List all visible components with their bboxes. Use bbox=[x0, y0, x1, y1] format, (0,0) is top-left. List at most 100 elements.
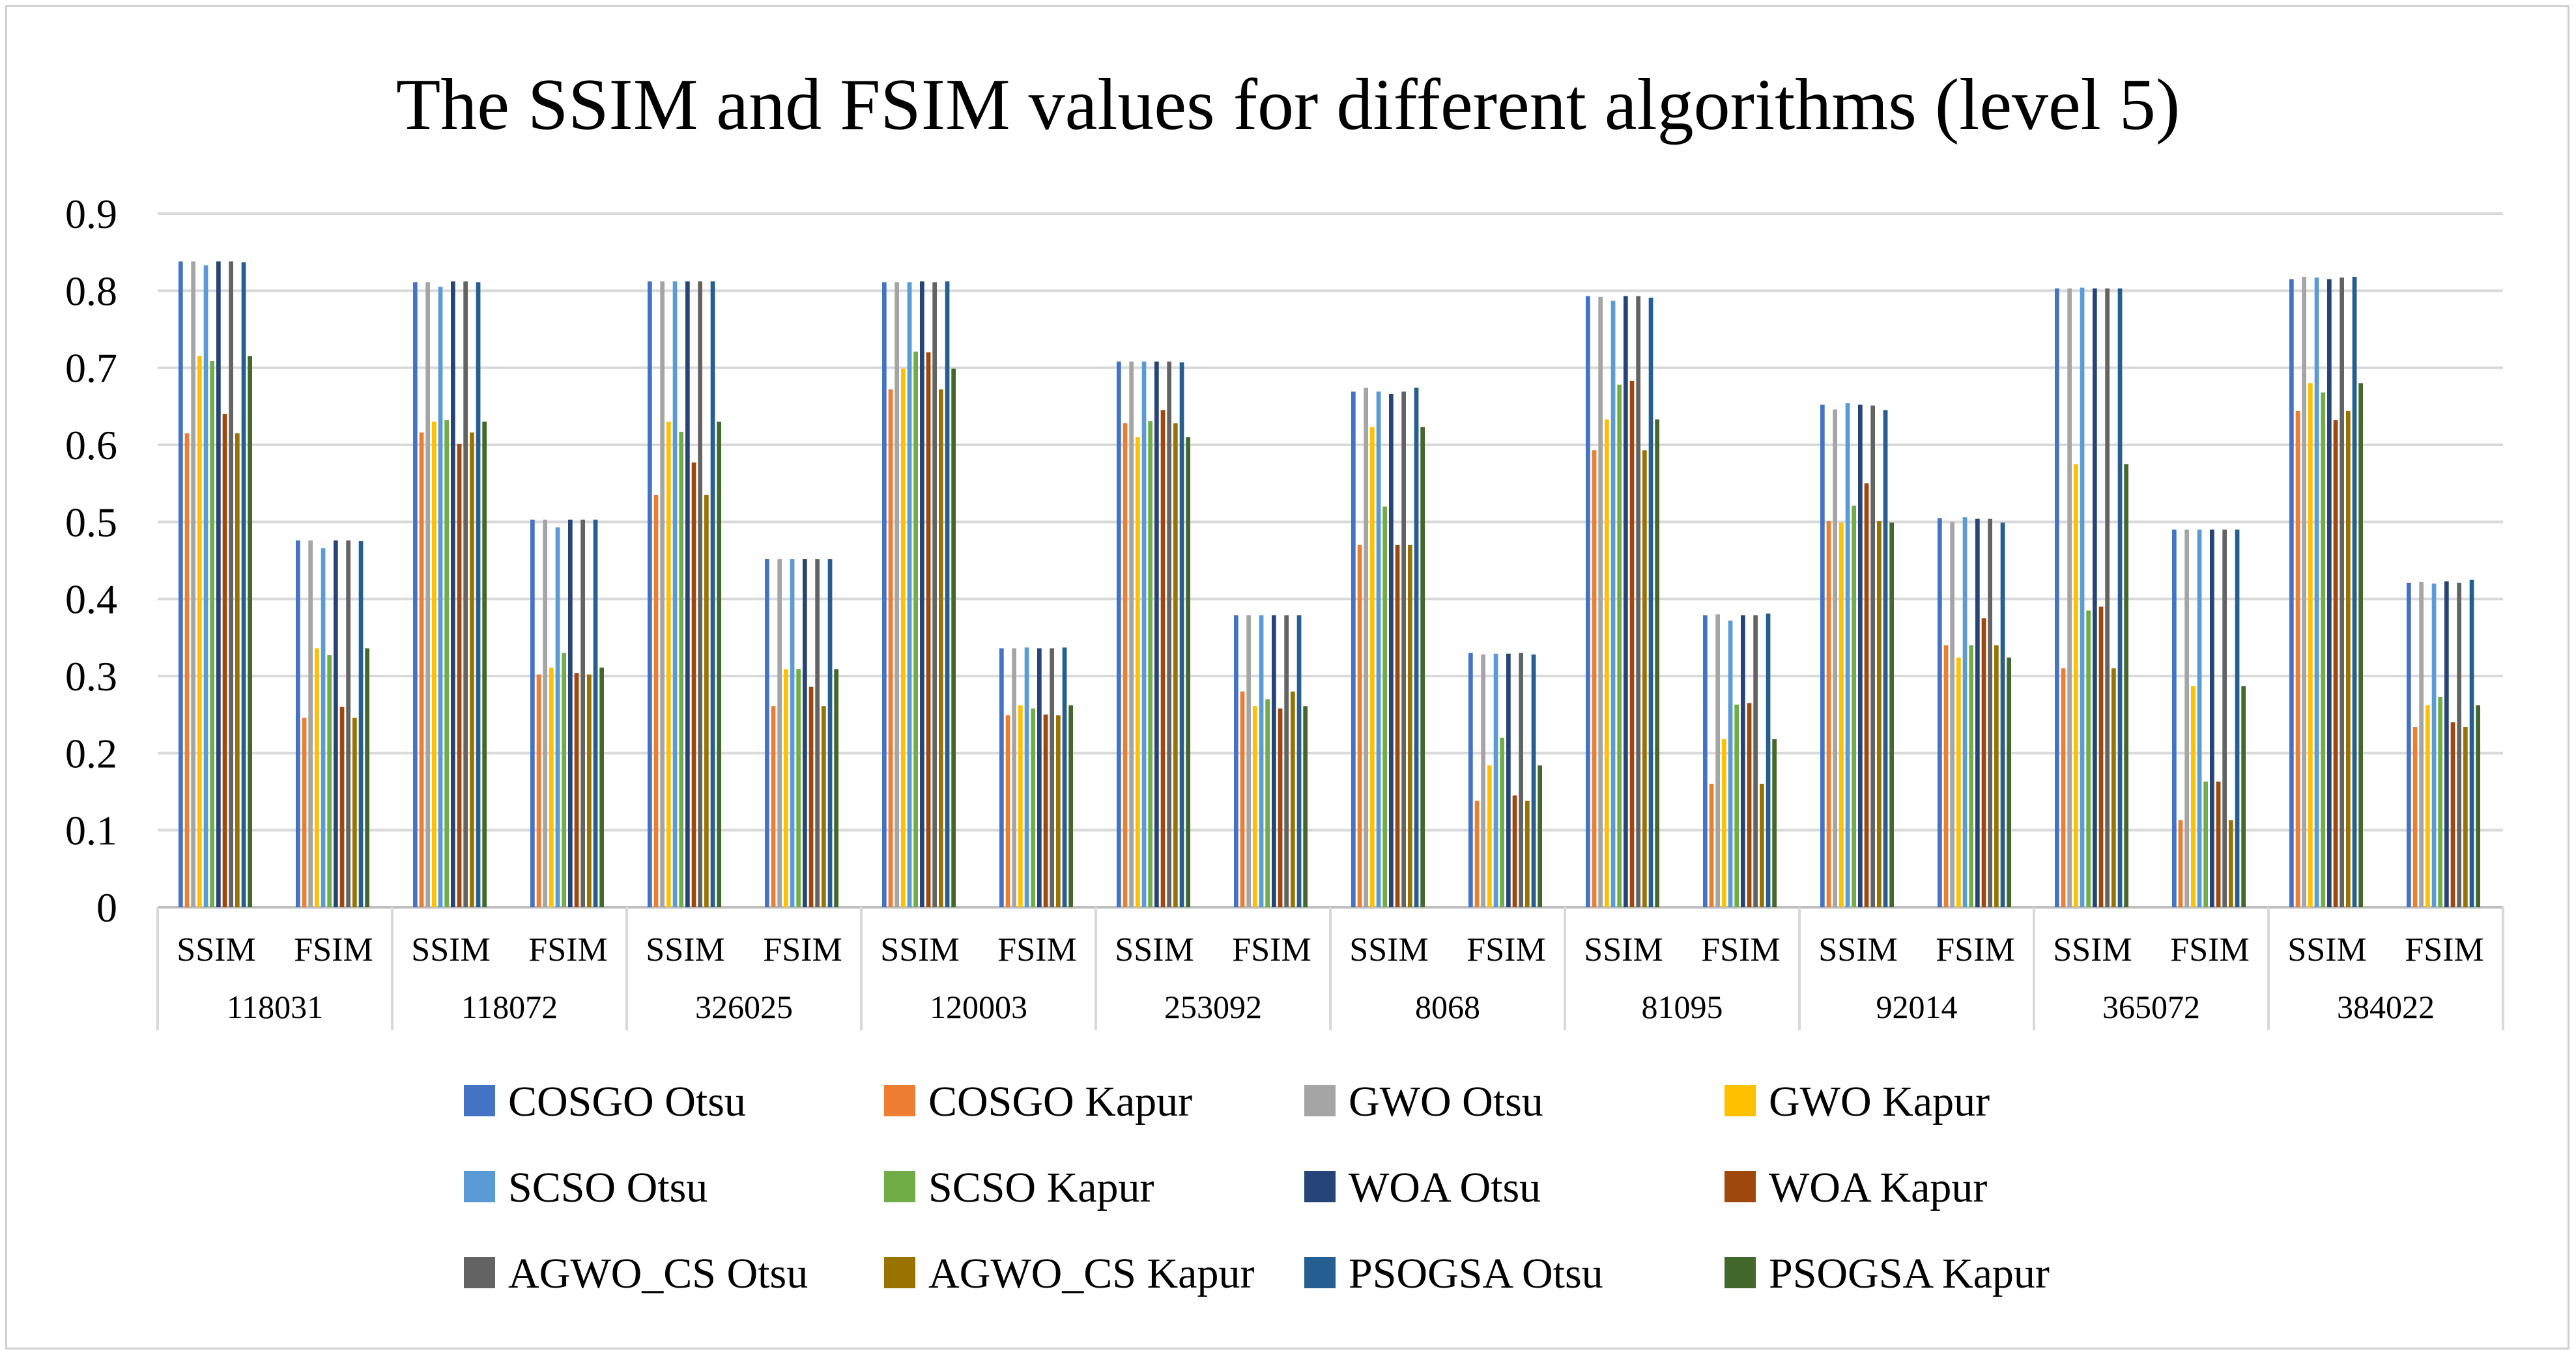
bar bbox=[210, 361, 214, 907]
bar bbox=[2105, 288, 2110, 907]
bar bbox=[1246, 615, 1251, 907]
bar bbox=[1889, 522, 1894, 907]
bar bbox=[2457, 582, 2461, 907]
bar bbox=[2098, 606, 2104, 907]
y-tick-label: 0.3 bbox=[65, 653, 117, 699]
bar bbox=[1852, 505, 1856, 907]
bar bbox=[339, 707, 345, 907]
bar bbox=[1357, 544, 1362, 907]
legend-swatch bbox=[464, 1085, 495, 1116]
bar bbox=[951, 368, 956, 907]
bar bbox=[419, 432, 424, 907]
bar bbox=[1474, 800, 1480, 907]
bar bbox=[470, 432, 474, 907]
legend-swatch bbox=[1724, 1085, 1756, 1116]
x-group-label: 118072 bbox=[461, 989, 558, 1025]
bar bbox=[593, 519, 598, 907]
x-tick-label: SSIM bbox=[1349, 931, 1428, 968]
bar bbox=[1598, 296, 1603, 907]
bar bbox=[1123, 423, 1128, 907]
bar bbox=[1766, 614, 1771, 907]
legend-label: WOA Kapur bbox=[1769, 1164, 1987, 1211]
bar bbox=[1493, 653, 1498, 907]
bar bbox=[1969, 645, 1973, 907]
bar bbox=[1148, 421, 1152, 907]
legend-item: COSGO Otsu bbox=[464, 1078, 746, 1125]
bar bbox=[530, 519, 535, 907]
bar bbox=[2197, 530, 2202, 907]
bar bbox=[2229, 820, 2233, 907]
bar bbox=[827, 559, 833, 907]
bar bbox=[1826, 521, 1831, 907]
bar bbox=[1024, 647, 1029, 907]
bar bbox=[1068, 705, 1073, 907]
bar bbox=[2419, 582, 2424, 907]
legend-label: GWO Otsu bbox=[1349, 1078, 1543, 1125]
bar bbox=[2184, 530, 2189, 907]
legend-item: AGWO_CS Kapur bbox=[884, 1250, 1254, 1297]
bar bbox=[1722, 739, 1726, 907]
x-group-label: 92014 bbox=[1876, 989, 1958, 1025]
bar bbox=[1950, 522, 1954, 907]
bar bbox=[2444, 581, 2449, 907]
bar bbox=[1624, 296, 1628, 908]
legend-swatch bbox=[884, 1257, 915, 1288]
legend-swatch bbox=[1724, 1257, 1756, 1288]
bar bbox=[216, 261, 221, 907]
bar bbox=[2438, 697, 2442, 907]
bar bbox=[2000, 522, 2005, 907]
bar bbox=[1382, 506, 1387, 907]
bar bbox=[894, 282, 899, 907]
x-group-label: 253092 bbox=[1164, 989, 1262, 1025]
bar bbox=[1994, 645, 1999, 907]
bar bbox=[932, 282, 937, 907]
bar bbox=[907, 282, 912, 907]
x-axis: SSIM FSIM SSIM FSIM SSIM FSIM SSIM FSIM SSIM FSIM… bbox=[156, 907, 2504, 1030]
bar bbox=[1173, 423, 1178, 907]
y-tick-label: 0.7 bbox=[65, 345, 117, 391]
legend-item: PSOGSA Kapur bbox=[1724, 1250, 2050, 1297]
bar bbox=[710, 281, 715, 908]
bar bbox=[2222, 530, 2227, 907]
x-tick-label: SSIM bbox=[880, 931, 959, 968]
bar bbox=[2308, 383, 2313, 907]
legend-label: SCSO Kapur bbox=[928, 1164, 1154, 1211]
bar bbox=[1259, 615, 1264, 907]
bar bbox=[926, 352, 931, 907]
bar bbox=[913, 351, 918, 907]
bar bbox=[191, 261, 195, 907]
bar bbox=[1056, 715, 1061, 907]
bar bbox=[1272, 615, 1276, 907]
bar bbox=[1519, 653, 1523, 907]
bar bbox=[1376, 391, 1381, 907]
bar bbox=[2061, 668, 2066, 907]
bar bbox=[1154, 361, 1159, 907]
bar bbox=[1629, 380, 1635, 907]
bar bbox=[1741, 615, 1745, 907]
bar bbox=[1186, 437, 1190, 907]
x-group-label: 118031 bbox=[227, 989, 323, 1025]
x-tick-label: FSIM bbox=[997, 931, 1076, 968]
bar bbox=[1500, 737, 1504, 907]
bar bbox=[1642, 450, 1647, 907]
bar bbox=[2407, 582, 2411, 907]
legend-label: GWO Kapur bbox=[1769, 1078, 1990, 1125]
bar bbox=[1715, 614, 1720, 907]
bar bbox=[1420, 427, 1425, 907]
bar bbox=[444, 420, 449, 907]
bar bbox=[1833, 409, 1837, 907]
bar bbox=[1037, 648, 1042, 907]
bar bbox=[2463, 727, 2468, 907]
bar bbox=[2191, 686, 2196, 907]
bar bbox=[1981, 618, 1986, 908]
bar bbox=[1351, 391, 1356, 907]
bar bbox=[2210, 530, 2214, 907]
x-tick-label: FSIM bbox=[1232, 931, 1311, 968]
bar bbox=[2289, 279, 2294, 908]
y-tick-label: 0.1 bbox=[65, 808, 117, 854]
x-tick-label: SSIM bbox=[1115, 931, 1194, 968]
bar bbox=[1284, 615, 1289, 907]
x-tick-label: SSIM bbox=[411, 931, 490, 968]
bar bbox=[1160, 410, 1166, 908]
bar bbox=[1870, 405, 1875, 907]
